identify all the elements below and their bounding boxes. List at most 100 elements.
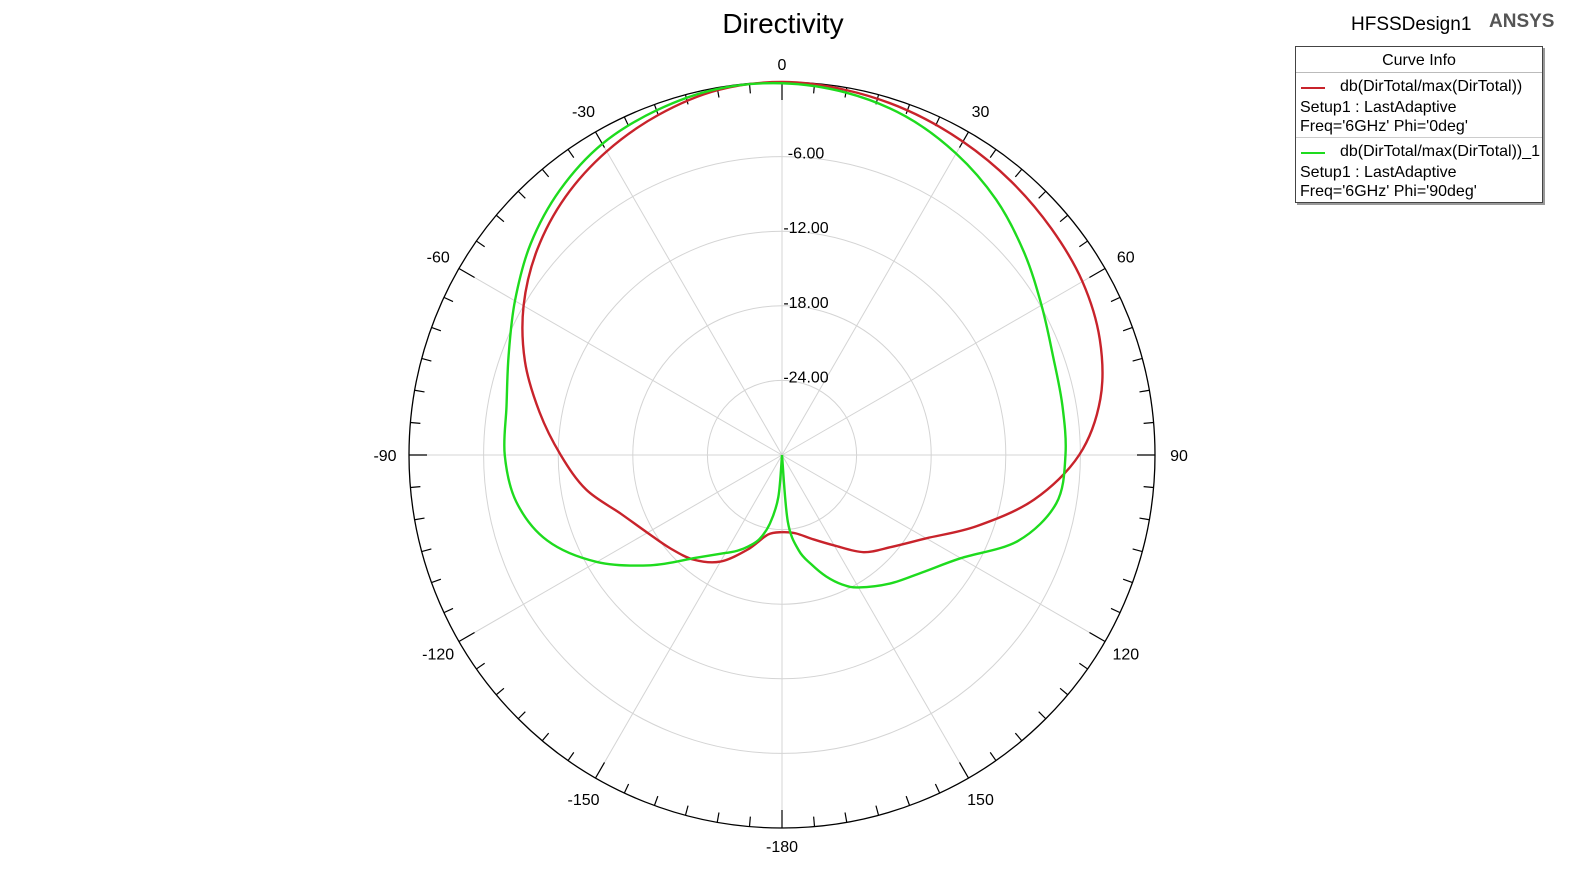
chart-title: Directivity [722, 8, 844, 39]
tick-mark [1139, 389, 1150, 393]
tick-mark [1014, 732, 1023, 742]
tick-mark [989, 149, 997, 158]
tick-mark [443, 296, 454, 303]
tick-mark [410, 486, 421, 489]
radial-label: -24.00 [783, 369, 828, 386]
tick-mark [905, 795, 911, 806]
tick-mark [458, 267, 475, 279]
design-name: HFSSDesign1 [1351, 14, 1472, 35]
grid-spoke [458, 454, 783, 642]
tick-mark [905, 104, 911, 115]
legend-entry[interactable]: db(DirTotal/max(DirTotal)) Setup1 : Last… [1296, 73, 1542, 138]
tick-mark [1143, 486, 1154, 489]
tick-mark [1089, 267, 1106, 279]
tick-mark [431, 578, 442, 584]
grid-spoke [781, 268, 1106, 456]
series-line-phi-90 [503, 81, 1067, 589]
legend[interactable]: Curve Info db(DirTotal/max(DirTotal)) Se… [1295, 46, 1543, 203]
legend-series-name: db(DirTotal/max(DirTotal)) [1340, 78, 1523, 95]
legend-setup: Setup1 : LastAdaptive [1300, 164, 1457, 181]
tick-mark [1014, 168, 1023, 178]
legend-series-name: db(DirTotal/max(DirTotal))_1 [1340, 143, 1541, 160]
tick-mark [684, 94, 689, 105]
angle-label: 0 [778, 57, 787, 74]
grid-spoke [458, 268, 783, 456]
tick-mark [476, 240, 485, 248]
tick-mark [653, 795, 659, 806]
tick-mark [431, 326, 442, 332]
tick-mark [1122, 578, 1133, 584]
angle-label: -120 [422, 647, 454, 664]
tick-mark [1079, 662, 1088, 670]
legend-entry[interactable]: db(DirTotal/max(DirTotal))_1 Setup1 : La… [1296, 138, 1542, 202]
grid-spoke [781, 131, 969, 456]
tick-mark [567, 149, 575, 158]
tick-mark [476, 662, 485, 670]
legend-swatch-green [1301, 152, 1325, 154]
brand-logo: ANSYS [1489, 11, 1555, 32]
legend-params: Freq='6GHz' Phi='0deg' [1300, 118, 1468, 135]
tick-mark [594, 131, 606, 148]
tick-mark [517, 711, 526, 720]
tick-mark [541, 732, 550, 742]
tick-mark [517, 190, 526, 199]
tick-mark [443, 607, 454, 614]
data-series [503, 80, 1104, 589]
radial-label: -18.00 [783, 295, 828, 312]
tick-mark [495, 214, 505, 223]
tick-mark [653, 104, 659, 115]
legend-setup: Setup1 : LastAdaptive [1300, 99, 1457, 116]
angle-label: -60 [427, 250, 450, 267]
tick-mark [1038, 711, 1047, 720]
angle-label: -180 [766, 839, 798, 856]
tick-mark [458, 631, 475, 643]
tick-mark [875, 805, 880, 816]
tick-mark [414, 389, 425, 393]
tick-mark [623, 783, 630, 794]
series-line-phi-0 [521, 80, 1104, 564]
tick-mark [958, 762, 970, 779]
grid-spoke [781, 454, 1106, 642]
tick-mark [1079, 240, 1088, 248]
legend-params: Freq='6GHz' Phi='90deg' [1300, 183, 1477, 200]
legend-swatch-red [1301, 87, 1325, 89]
tick-mark [410, 421, 421, 424]
angle-label: -150 [567, 792, 599, 809]
tick-mark [1059, 687, 1069, 696]
tick-mark [748, 816, 751, 827]
tick-mark [495, 687, 505, 696]
tick-mark [1110, 607, 1121, 614]
tick-mark [421, 548, 432, 553]
legend-header: Curve Info [1296, 47, 1542, 73]
angle-label: 90 [1170, 448, 1188, 465]
tick-mark [1139, 517, 1150, 521]
tick-mark [844, 812, 848, 823]
radial-label: -6.00 [788, 146, 825, 163]
tick-mark [958, 131, 970, 148]
tick-mark [541, 168, 550, 178]
tick-mark [716, 812, 720, 823]
grid-spoke [595, 131, 783, 456]
angle-label: 150 [967, 792, 994, 809]
grid-spoke [595, 454, 783, 779]
tick-mark [1110, 296, 1121, 303]
angle-label: 30 [972, 104, 990, 121]
tick-mark [1132, 357, 1143, 362]
grid-spoke [781, 454, 969, 779]
tick-mark [567, 752, 575, 761]
tick-mark [594, 762, 606, 779]
angle-label: 120 [1112, 647, 1139, 664]
axis-labels: 0 30 60 90 120 150 -180 -150 -120 -90 -60 -30 -6.00 -… [373, 57, 1188, 856]
tick-mark [934, 783, 941, 794]
tick-mark [684, 805, 689, 816]
tick-mark [989, 752, 997, 761]
tick-mark [1038, 190, 1047, 199]
radial-label: -12.00 [783, 220, 828, 237]
tick-mark [1143, 421, 1154, 424]
tick-mark [813, 816, 816, 827]
angle-label: -90 [373, 448, 396, 465]
tick-mark [421, 357, 432, 362]
tick-mark [1122, 326, 1133, 332]
tick-mark [1089, 631, 1106, 643]
